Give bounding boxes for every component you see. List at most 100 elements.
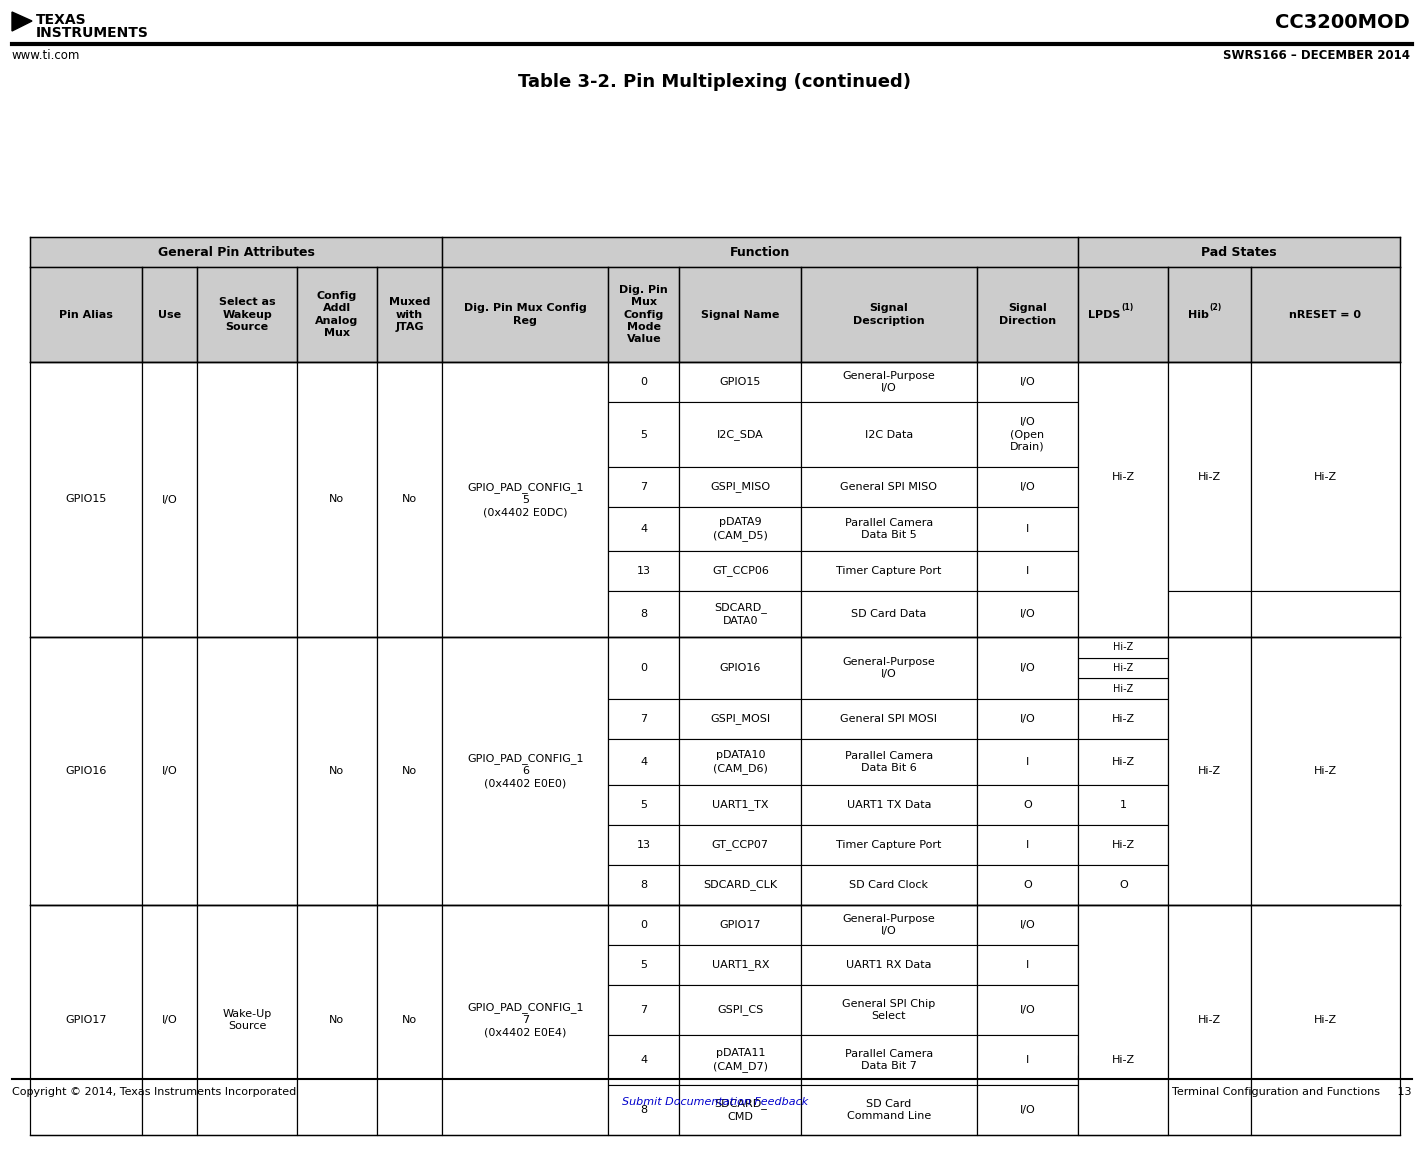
Bar (142, 637, 197, 904)
Text: 0: 0 (640, 663, 647, 673)
Text: Hi-Z: Hi-Z (1112, 757, 1134, 767)
Text: GSPI_MOSI: GSPI_MOSI (710, 713, 771, 725)
Text: SDCARD_CLK: SDCARD_CLK (704, 880, 778, 890)
Text: GPIO15: GPIO15 (66, 495, 107, 504)
Text: Hi-Z: Hi-Z (1113, 642, 1133, 652)
Text: Hi-Z: Hi-Z (1112, 714, 1134, 724)
Bar (680, 401, 801, 467)
Text: I: I (1026, 566, 1029, 576)
Text: 0: 0 (640, 377, 647, 387)
Text: I/O: I/O (1019, 482, 1035, 492)
Text: 4: 4 (640, 524, 647, 534)
Text: Hi-Z: Hi-Z (1113, 684, 1133, 693)
Text: Pad States: Pad States (1201, 245, 1277, 259)
Text: Signal
Direction: Signal Direction (999, 303, 1056, 326)
Bar (142, 904, 197, 1135)
Bar (680, 362, 801, 401)
Text: 8: 8 (640, 609, 647, 619)
Text: I/O: I/O (1019, 714, 1035, 724)
Bar (801, 401, 976, 467)
Text: No: No (402, 766, 418, 776)
Bar (801, 1035, 976, 1085)
Bar (1079, 904, 1168, 985)
Text: Hi-Z: Hi-Z (1314, 766, 1337, 776)
Bar (1168, 904, 1251, 1135)
Bar (976, 904, 1079, 945)
Bar (680, 467, 801, 506)
Bar (376, 904, 442, 1135)
Bar (608, 825, 680, 865)
Text: No: No (402, 495, 418, 504)
Text: 8: 8 (640, 1105, 647, 1114)
Text: Wake-Up
Source: Wake-Up Source (222, 1008, 272, 1032)
Text: pDATA10
(CAM_D6): pDATA10 (CAM_D6) (712, 750, 768, 774)
Text: O: O (1023, 801, 1032, 810)
Bar (142, 267, 197, 362)
Text: SDCARD_
CMD: SDCARD_ CMD (714, 1098, 767, 1121)
Text: GPIO_PAD_CONFIG_1
7
(0x4402 E0E4): GPIO_PAD_CONFIG_1 7 (0x4402 E0E4) (467, 1002, 583, 1037)
Bar (801, 637, 976, 699)
Text: SD Card Data: SD Card Data (851, 609, 926, 619)
Bar (801, 267, 976, 362)
Bar (680, 739, 801, 785)
Text: Parallel Camera
Data Bit 7: Parallel Camera Data Bit 7 (845, 1049, 933, 1071)
Text: I/O: I/O (1019, 377, 1035, 387)
Bar (976, 1085, 1079, 1135)
Text: Use: Use (158, 309, 181, 320)
Bar (608, 785, 680, 825)
Bar (976, 739, 1079, 785)
Text: pDATA9
(CAM_D5): pDATA9 (CAM_D5) (712, 517, 768, 540)
Bar (680, 267, 801, 362)
Bar (608, 551, 680, 591)
Bar (197, 362, 298, 637)
Bar (1079, 237, 1399, 267)
Bar (1079, 267, 1168, 362)
Text: Hi-Z: Hi-Z (1314, 471, 1337, 482)
Bar (1079, 739, 1168, 785)
Text: 7: 7 (640, 714, 647, 724)
Bar (376, 267, 442, 362)
Text: 13: 13 (637, 840, 651, 850)
Bar (1251, 591, 1399, 637)
Bar (1168, 362, 1251, 591)
Text: INSTRUMENTS: INSTRUMENTS (36, 26, 148, 40)
Text: I2C Data: I2C Data (865, 429, 913, 440)
Bar (1079, 865, 1168, 904)
Text: I/O: I/O (1019, 1005, 1035, 1015)
Text: SD Card Clock: SD Card Clock (849, 880, 929, 890)
Bar (801, 739, 976, 785)
Text: pDATA11
(CAM_D7): pDATA11 (CAM_D7) (712, 1048, 768, 1071)
Bar (608, 506, 680, 551)
Bar (376, 637, 442, 904)
Text: Dig. Pin
Mux
Config
Mode
Value: Dig. Pin Mux Config Mode Value (620, 285, 668, 344)
Bar (976, 506, 1079, 551)
Bar (976, 551, 1079, 591)
Bar (1079, 658, 1168, 678)
Bar (197, 267, 298, 362)
Text: Table 3-2. Pin Multiplexing (continued): Table 3-2. Pin Multiplexing (continued) (519, 74, 912, 91)
Bar (801, 945, 976, 985)
Bar (801, 825, 976, 865)
Text: Hi-Z: Hi-Z (1198, 1015, 1221, 1025)
Text: Hi-Z: Hi-Z (1112, 1055, 1134, 1065)
Text: Copyright © 2014, Texas Instruments Incorporated: Copyright © 2014, Texas Instruments Inco… (11, 1086, 296, 1097)
Bar (976, 785, 1079, 825)
Text: I/O
(Open
Drain): I/O (Open Drain) (1010, 417, 1045, 452)
Text: Hi-Z: Hi-Z (1198, 766, 1221, 776)
Text: Timer Capture Port: Timer Capture Port (836, 566, 942, 576)
Bar (197, 904, 298, 1135)
Bar (608, 904, 680, 945)
Text: GT_CCP06: GT_CCP06 (712, 566, 768, 576)
Bar (197, 637, 298, 904)
Bar (1251, 362, 1399, 591)
Bar (30, 637, 142, 904)
Bar (801, 865, 976, 904)
Bar (1079, 362, 1168, 637)
Bar (1079, 825, 1168, 865)
Text: Signal Name: Signal Name (701, 309, 779, 320)
Text: I/O: I/O (1019, 1105, 1035, 1114)
Text: GPIO16: GPIO16 (720, 663, 761, 673)
Text: General-Purpose
I/O: General-Purpose I/O (842, 914, 935, 936)
Text: No: No (402, 1015, 418, 1025)
Text: I: I (1026, 524, 1029, 534)
